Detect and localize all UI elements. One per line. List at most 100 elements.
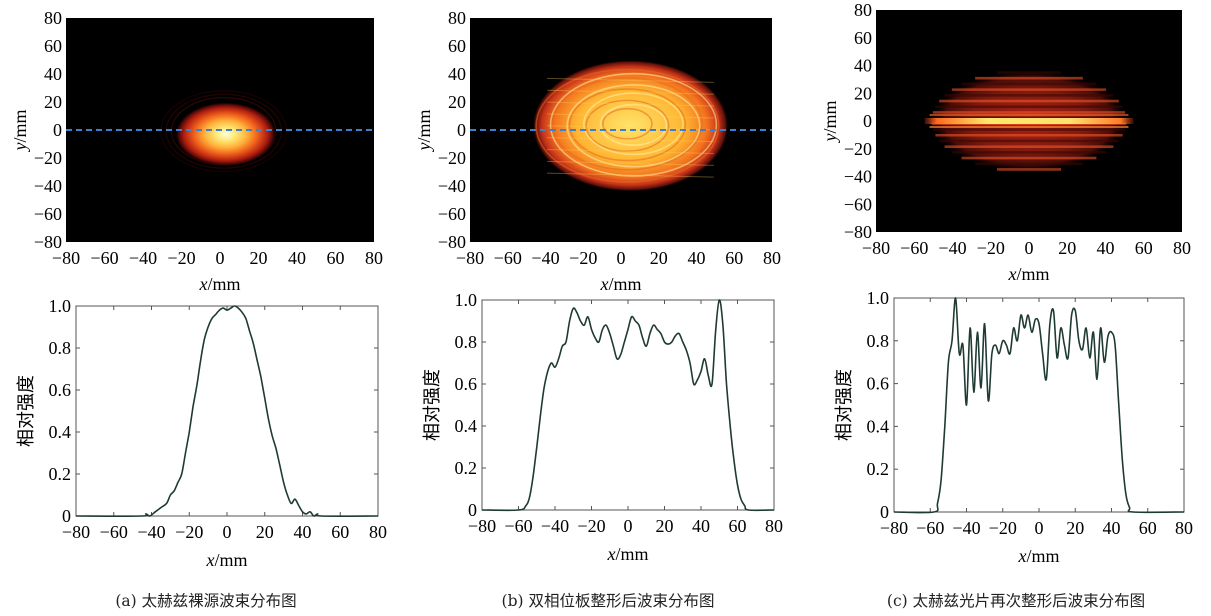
y-axis-label: y/mm	[10, 109, 30, 152]
intensity-line	[75, 305, 379, 517]
x-axis-label: x/mm	[1017, 546, 1059, 566]
x-axis-label: x/mm	[606, 544, 648, 564]
y-tick-label: 80	[44, 8, 62, 28]
x-tick-label: 60	[729, 516, 747, 536]
y-tick-label: −60	[844, 194, 872, 214]
x-tick-label: −80	[52, 248, 80, 268]
profile-panels: −80 −60 −40 −20 0 20 40 60 80 0 0.2 0.4 0.6 0.8 1.0 x/m…	[16, 288, 1193, 570]
x-tick-label: 80	[1175, 518, 1193, 538]
y-tick-label: 0.8	[867, 331, 890, 351]
light-sheet	[924, 118, 1134, 124]
x-axis-label: x/mm	[198, 274, 240, 294]
profile-c: −80 −60 −40 −20 0 20 40 60 80 0 0.2 0.4 0.6 0.8 1.0 x/m…	[834, 288, 1193, 566]
x-tick-label: 40	[692, 516, 710, 536]
x-tick-label: −20	[175, 522, 203, 542]
y-tick-label: −20	[34, 148, 62, 168]
x-tick-label: 0	[624, 516, 633, 536]
beam-spot	[174, 102, 277, 167]
x-tick-label: 0	[617, 248, 626, 268]
y-tick-label: 1.0	[49, 296, 72, 316]
x-tick-label: −60	[90, 248, 118, 268]
y-tick-label: 80	[448, 8, 466, 28]
y-tick-label: −80	[34, 232, 62, 252]
y-tick-label: −20	[438, 148, 466, 168]
y-tick-label: 0.6	[49, 380, 72, 400]
x-tick-label: 20	[250, 248, 268, 268]
y-axis-label: y/mm	[414, 109, 434, 152]
x-tick-label: −20	[569, 248, 597, 268]
x-tick-label: 60	[327, 248, 345, 268]
x-tick-label: −40	[531, 248, 559, 268]
x-tick-label: 20	[256, 522, 274, 542]
y-tick-label: 0.2	[867, 459, 890, 479]
y-tick-label: 0.8	[455, 332, 478, 352]
y-tick-label: 0	[457, 120, 466, 140]
y-tick-label: 0.2	[455, 458, 478, 478]
y-tick-label: −40	[844, 167, 872, 187]
y-tick-label: 1.0	[867, 288, 890, 308]
x-tick-label: −60	[504, 516, 532, 536]
x-tick-label: −40	[137, 522, 165, 542]
y-axis-label: 相对强度	[834, 369, 854, 441]
x-tick-label: −80	[456, 248, 484, 268]
x-tick-label: −60	[494, 248, 522, 268]
caption-b: (b) 双相位板整形后波束分布图	[502, 592, 715, 610]
y-axis-label: y/mm	[820, 100, 840, 143]
intensity-line	[893, 297, 1185, 514]
x-tick-label: −40	[952, 518, 980, 538]
x-tick-label: 80	[763, 248, 781, 268]
y-tick-label: 60	[448, 36, 466, 56]
x-tick-label: −20	[977, 238, 1005, 258]
x-tick-label: 0	[1035, 518, 1044, 538]
y-tick-label: 80	[854, 0, 872, 20]
x-tick-label: −20	[167, 248, 195, 268]
x-tick-label: −20	[577, 516, 605, 536]
x-tick-label: −60	[916, 518, 944, 538]
x-tick-label: 0	[216, 248, 225, 268]
y-tick-label: 1.0	[455, 290, 478, 310]
x-tick-label: 60	[725, 248, 743, 268]
x-tick-label: −60	[900, 238, 928, 258]
x-tick-label: 20	[1058, 238, 1076, 258]
y-tick-label: 0.4	[867, 416, 890, 436]
beam-spot	[532, 60, 729, 192]
y-tick-label: 40	[448, 64, 466, 84]
x-tick-label: 0	[1025, 238, 1034, 258]
x-tick-label: −80	[862, 238, 890, 258]
x-tick-label: 60	[1139, 518, 1157, 538]
y-tick-label: 0	[62, 506, 71, 526]
x-axis-label: x/mm	[205, 550, 247, 570]
y-tick-label: 0.4	[455, 416, 478, 436]
x-tick-label: −40	[938, 238, 966, 258]
y-tick-label: 0	[863, 111, 872, 131]
x-tick-label: 40	[688, 248, 706, 268]
y-tick-label: −40	[34, 176, 62, 196]
x-tick-label: 40	[1097, 238, 1115, 258]
y-tick-label: 20	[448, 92, 466, 112]
intensity-line	[481, 299, 775, 512]
x-tick-label: 60	[1135, 238, 1153, 258]
x-tick-label: −80	[62, 522, 90, 542]
x-tick-label: 40	[294, 522, 312, 542]
y-tick-label: 60	[854, 28, 872, 48]
x-tick-label: −80	[880, 518, 908, 538]
profile-b: −80 −60 −40 −20 0 20 40 60 80 0 0.2 0.4 0.6 0.8 1.0 x/m…	[422, 290, 783, 564]
y-axis-label: 相对强度	[422, 369, 442, 441]
y-tick-label: 40	[854, 56, 872, 76]
y-tick-label: −60	[34, 204, 62, 224]
x-axis-label: x/mm	[1007, 264, 1049, 284]
y-tick-label: 20	[854, 83, 872, 103]
y-tick-label: −40	[438, 176, 466, 196]
y-tick-label: 0.8	[49, 338, 72, 358]
plot-frame	[893, 297, 1185, 513]
y-axis-label: 相对强度	[16, 375, 36, 447]
x-tick-label: 60	[331, 522, 349, 542]
y-tick-label: 0.4	[49, 422, 72, 442]
x-tick-label: 20	[656, 516, 674, 536]
y-tick-label: 60	[44, 36, 62, 56]
x-tick-label: −40	[541, 516, 569, 536]
plot-frame	[75, 305, 379, 517]
heatmap-b: −80 −60 −40 −20 0 20 40 60 80806040200−20−40−60−…	[414, 8, 781, 294]
x-tick-label: −60	[100, 522, 128, 542]
